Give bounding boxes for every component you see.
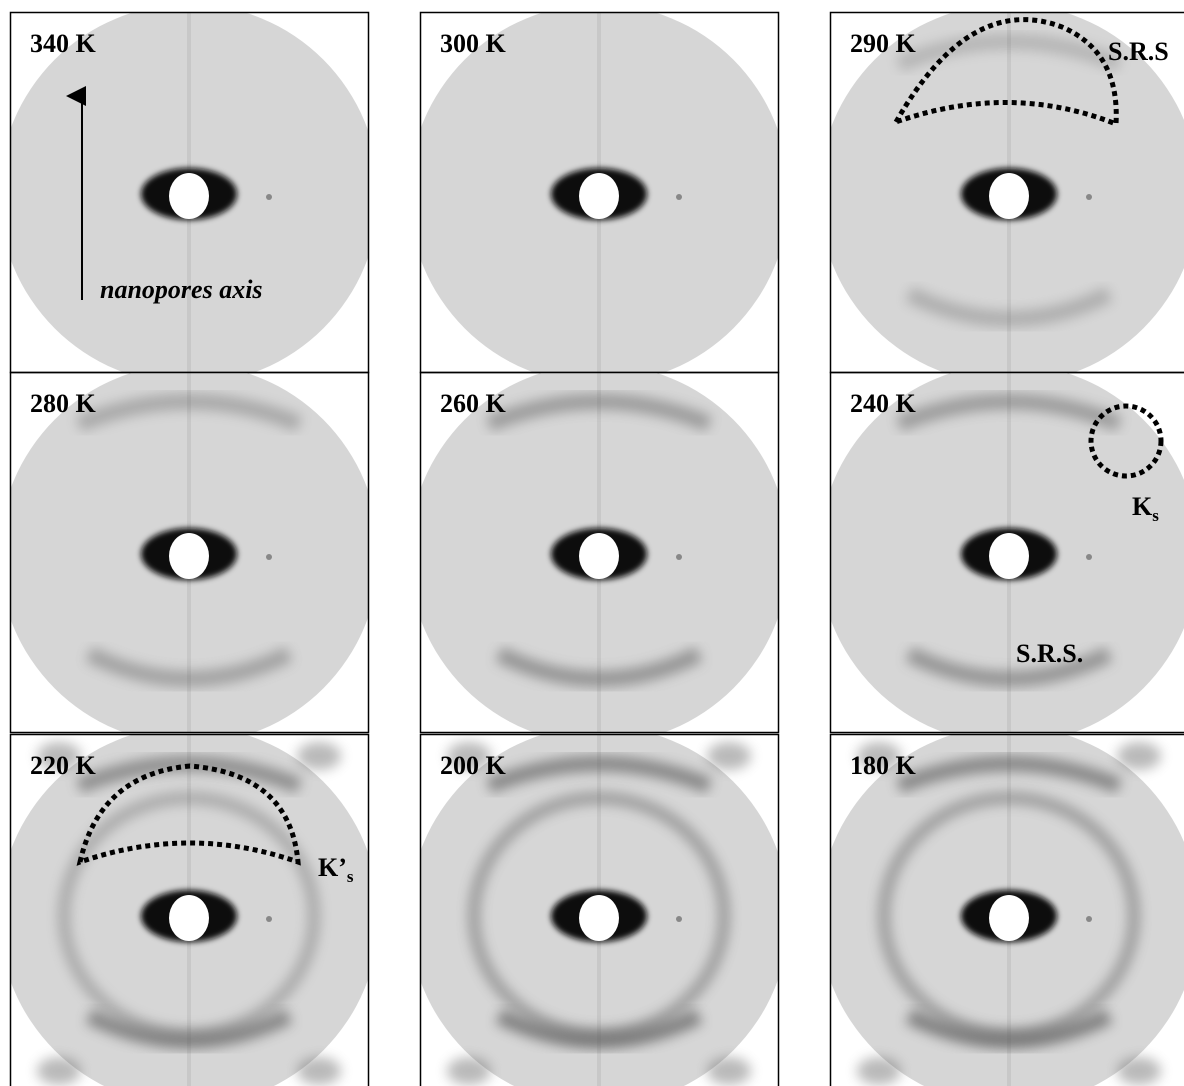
panel-label: 340 K bbox=[30, 29, 97, 58]
spot bbox=[37, 742, 81, 770]
spot bbox=[297, 1057, 341, 1085]
beam-stop bbox=[579, 533, 619, 579]
spot bbox=[447, 742, 491, 770]
annotation-text: K bbox=[1132, 492, 1153, 521]
panel-frame bbox=[419, 371, 780, 734]
spot bbox=[1086, 194, 1092, 200]
spot bbox=[266, 194, 272, 200]
ring-arc bbox=[895, 33, 1123, 72]
dotted-circle bbox=[1088, 403, 1164, 479]
panel-frame bbox=[9, 733, 370, 1086]
ring-arc bbox=[85, 646, 293, 687]
ring bbox=[58, 792, 320, 1040]
spot bbox=[676, 554, 682, 560]
ring-arc bbox=[905, 646, 1113, 687]
panel bbox=[420, 734, 778, 1086]
spot bbox=[266, 916, 272, 922]
annotation-text: S.R.S bbox=[1108, 37, 1169, 66]
annotation: Ks bbox=[1132, 492, 1159, 525]
panel-frame bbox=[829, 371, 1184, 734]
ring bbox=[468, 792, 730, 1040]
spot bbox=[1086, 916, 1092, 922]
spot bbox=[676, 194, 682, 200]
beam-stop bbox=[579, 173, 619, 219]
spot bbox=[37, 1057, 81, 1085]
panel-frame bbox=[9, 371, 370, 734]
ring-arc bbox=[895, 393, 1123, 432]
ring-arc bbox=[85, 1008, 293, 1049]
spot bbox=[266, 554, 272, 560]
spot bbox=[707, 742, 751, 770]
spot bbox=[297, 742, 341, 770]
panel bbox=[420, 12, 778, 372]
spot bbox=[707, 1057, 751, 1085]
spot bbox=[1117, 742, 1161, 770]
ring-arc bbox=[905, 286, 1113, 327]
panel-label: 200 K bbox=[440, 751, 507, 780]
panel-label: 300 K bbox=[440, 29, 507, 58]
spot bbox=[447, 1057, 491, 1085]
annotation: S.R.S bbox=[1108, 37, 1169, 66]
annotation-subscript: s bbox=[347, 867, 354, 886]
annotation-text: nanopores axis bbox=[100, 275, 263, 304]
panel bbox=[10, 372, 368, 732]
ring-arc bbox=[75, 393, 303, 432]
ring-arc bbox=[75, 755, 303, 794]
ring-arc bbox=[495, 646, 703, 687]
annotation-text: S.R.S. bbox=[1016, 639, 1083, 668]
panel bbox=[830, 372, 1184, 732]
spot bbox=[857, 1057, 901, 1085]
annotation: S.R.S. bbox=[1016, 639, 1083, 668]
ring-arc bbox=[905, 1008, 1113, 1049]
beam-stop bbox=[579, 895, 619, 941]
spot bbox=[676, 916, 682, 922]
ring-arc bbox=[495, 1008, 703, 1049]
panel-label: 240 K bbox=[850, 389, 917, 418]
beam-stop bbox=[989, 173, 1029, 219]
panel-label: 290 K bbox=[850, 29, 917, 58]
ring-arc bbox=[485, 393, 713, 432]
panel-label: 180 K bbox=[850, 751, 917, 780]
panel-frame bbox=[419, 733, 780, 1086]
panel bbox=[10, 734, 368, 1086]
beam-stop bbox=[989, 895, 1029, 941]
dotted-region bbox=[76, 763, 301, 866]
panel-label: 220 K bbox=[30, 751, 97, 780]
beam-stop bbox=[169, 895, 209, 941]
annotation-subscript: s bbox=[1152, 506, 1159, 525]
spot bbox=[1086, 554, 1092, 560]
panel bbox=[830, 734, 1184, 1086]
panel bbox=[830, 12, 1184, 372]
ring-arc bbox=[485, 755, 713, 794]
ring bbox=[878, 792, 1140, 1040]
beam-stop bbox=[169, 533, 209, 579]
beam-stop bbox=[989, 533, 1029, 579]
annotation: nanopores axis bbox=[100, 275, 263, 304]
panel-frame bbox=[829, 733, 1184, 1086]
annotation-text: K’ bbox=[318, 853, 347, 882]
annotation: K’s bbox=[318, 853, 354, 886]
panel-label: 280 K bbox=[30, 389, 97, 418]
panel bbox=[10, 12, 368, 372]
ring-arc bbox=[895, 755, 1123, 794]
spot bbox=[1117, 1057, 1161, 1085]
panel-label: 260 K bbox=[440, 389, 507, 418]
panel bbox=[420, 372, 778, 732]
beam-stop bbox=[169, 173, 209, 219]
dotted-region bbox=[890, 17, 1119, 128]
spot bbox=[857, 742, 901, 770]
